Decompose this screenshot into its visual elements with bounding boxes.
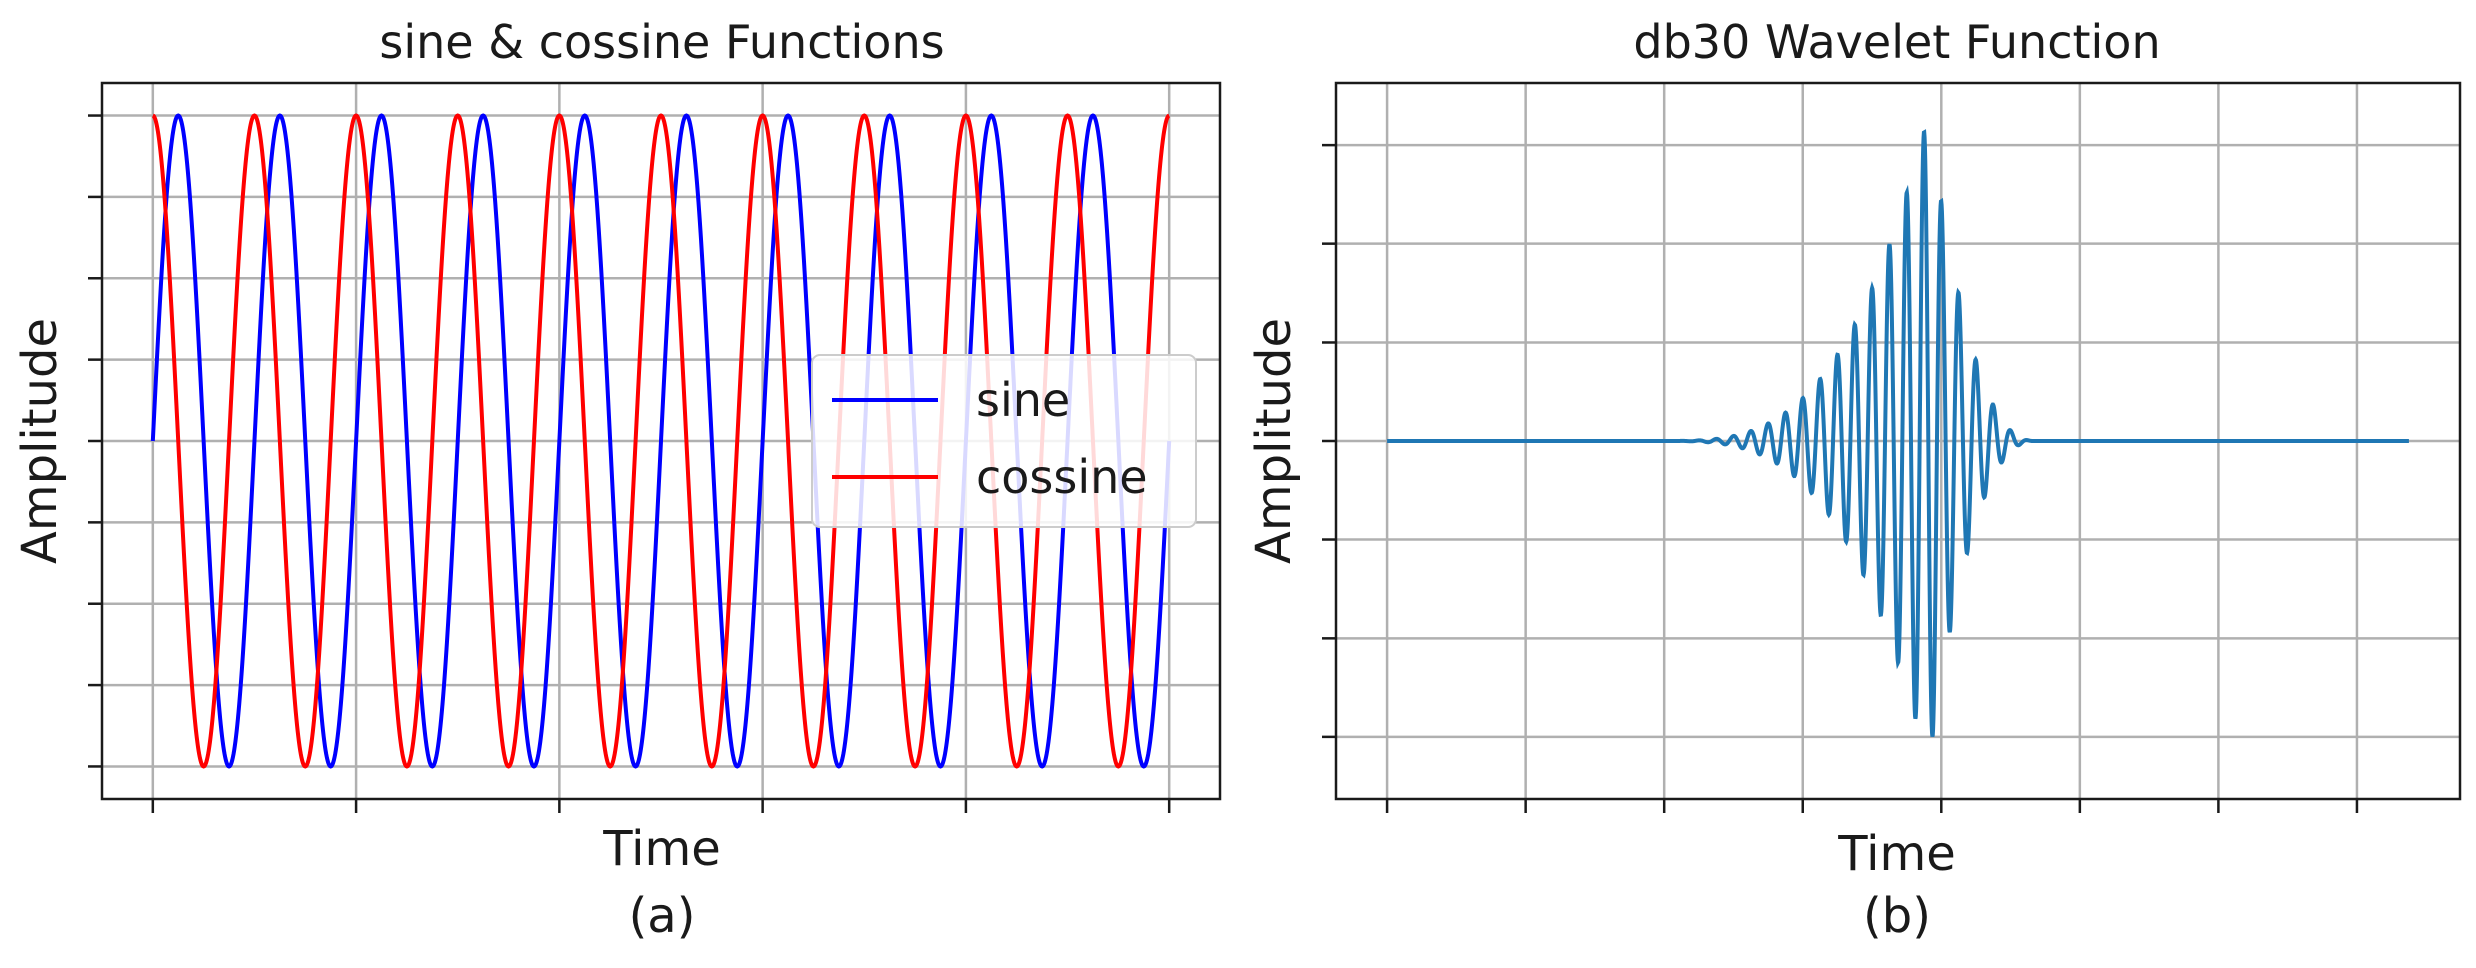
caption-b: (b) [1863, 888, 1931, 944]
chart-title-a: sine & cossine Functions [379, 15, 944, 69]
caption-a: (a) [629, 888, 696, 944]
series-line-db30-wavelet [1387, 129, 2409, 738]
series-group-a [150, 113, 1172, 769]
y-axis-label-a: Amplitude [12, 318, 68, 564]
series-line-sine [150, 113, 1172, 769]
plot-frame-b [1334, 81, 2462, 801]
x-axis-label-b: Time [1837, 826, 1955, 882]
chart-panel-b: db30 Wavelet Function Time Amplitude (b) [1246, 15, 2462, 944]
legend-label-cossine: cossine [976, 450, 1148, 504]
chart-panel-a: sine & cossine Functions sine cossine Ti… [12, 15, 1222, 944]
x-axis-label-a: Time [602, 821, 720, 877]
y-axis-label-b: Amplitude [1246, 318, 1302, 564]
legend-a: sine cossine [811, 354, 1197, 528]
chart-title-b: db30 Wavelet Function [1633, 15, 2160, 69]
ticks-b [1322, 143, 2359, 813]
plot-frame-a [100, 81, 1222, 801]
legend-label-sine: sine [976, 373, 1070, 427]
ticks-a [88, 114, 1171, 813]
series-line-cossine [151, 113, 1171, 769]
